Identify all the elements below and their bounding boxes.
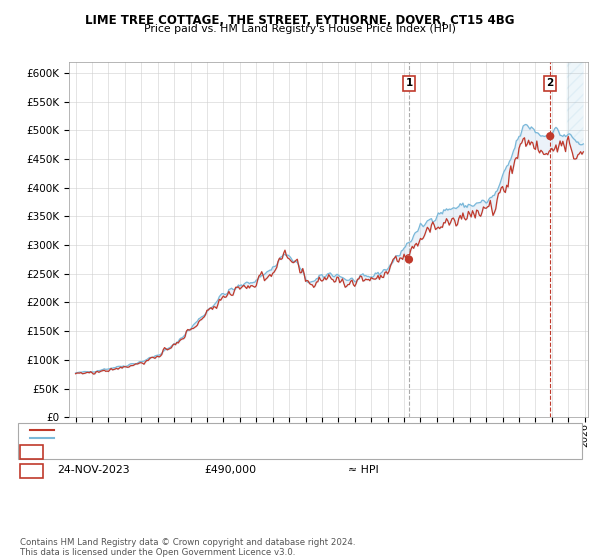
Text: £490,000: £490,000 <box>204 465 256 475</box>
Text: 1: 1 <box>28 447 35 457</box>
Text: 2: 2 <box>547 78 554 88</box>
Text: 1: 1 <box>406 78 413 88</box>
Point <box>545 132 555 141</box>
Text: 2: 2 <box>28 465 35 475</box>
Text: 22-APR-2015: 22-APR-2015 <box>57 447 127 457</box>
Text: 24-NOV-2023: 24-NOV-2023 <box>57 465 130 475</box>
Point <box>404 255 414 264</box>
Text: ≈ HPI: ≈ HPI <box>348 465 379 475</box>
Text: LIME TREE COTTAGE, THE STREET, EYTHORNE, DOVER, CT15 4BG (detached house): LIME TREE COTTAGE, THE STREET, EYTHORNE,… <box>60 426 456 435</box>
Text: £275,000: £275,000 <box>204 447 256 457</box>
Text: Price paid vs. HM Land Registry's House Price Index (HPI): Price paid vs. HM Land Registry's House … <box>144 24 456 34</box>
Text: LIME TREE COTTAGE, THE STREET, EYTHORNE, DOVER, CT15 4BG: LIME TREE COTTAGE, THE STREET, EYTHORNE,… <box>85 14 515 27</box>
Text: 8% ↓ HPI: 8% ↓ HPI <box>348 447 400 457</box>
Text: HPI: Average price, detached house, Dover: HPI: Average price, detached house, Dove… <box>60 433 265 442</box>
Text: Contains HM Land Registry data © Crown copyright and database right 2024.
This d: Contains HM Land Registry data © Crown c… <box>20 538 355 557</box>
